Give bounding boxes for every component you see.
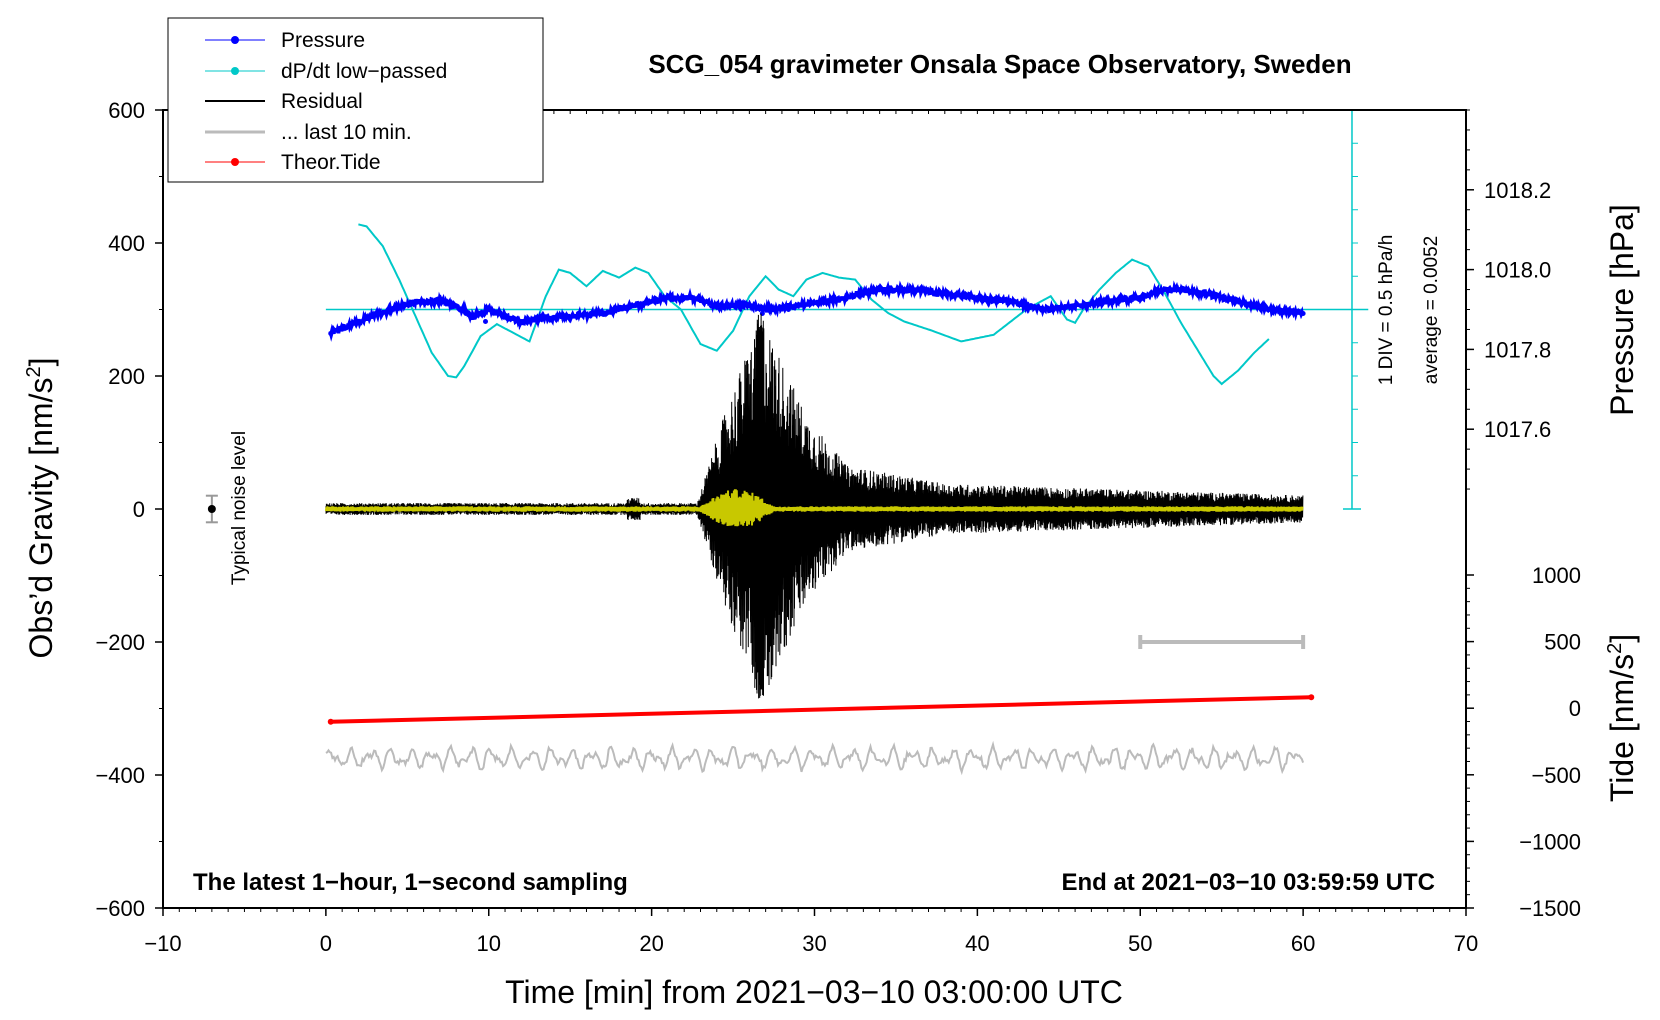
tide-tick-label: −1000: [1519, 829, 1581, 854]
x-tick-label: 70: [1454, 931, 1478, 956]
pressure-point: [355, 318, 361, 324]
pressure-point: [974, 295, 980, 301]
x-tick-label: 10: [477, 931, 501, 956]
theor-tide-point: [327, 718, 334, 725]
theor-tide-point: [1308, 694, 1315, 701]
pressure-outlier-point: [463, 310, 469, 316]
pressure-point: [665, 295, 671, 301]
pressure-point: [632, 303, 638, 309]
x-tick-label: 60: [1291, 931, 1315, 956]
x-tick-label: 0: [320, 931, 332, 956]
pressure-point: [1300, 310, 1306, 316]
y-left-tick-label: −200: [95, 630, 145, 655]
y-axis-label-tide: Tide [nm/s2]: [1604, 634, 1640, 802]
pressure-tick-label: 1018.2: [1484, 178, 1551, 203]
legend-marker-pressure: [231, 36, 239, 44]
pressure-point: [1072, 303, 1078, 309]
pressure-point: [844, 295, 850, 301]
pressure-outlier-point: [575, 310, 581, 316]
legend-label-pressure: Pressure: [281, 29, 365, 52]
plot-frame: [162, 109, 1467, 909]
pressure-point: [909, 287, 915, 293]
legend-label-residual: Residual: [281, 90, 363, 113]
annotation-left: The latest 1−hour, 1−second sampling: [193, 869, 628, 896]
pressure-point: [1235, 299, 1241, 305]
noise-level-label: Typical noise level: [229, 431, 250, 585]
y-left-tick-label: 200: [108, 364, 145, 389]
pressure-outlier-point: [785, 307, 791, 312]
y-axis-label-pressure: Pressure [hPa]: [1604, 204, 1640, 416]
tide-tick-label: 500: [1544, 630, 1581, 655]
tide-tick-label: −1500: [1519, 896, 1581, 921]
tide-label-close: ]: [1604, 634, 1640, 643]
legend-marker-tide: [231, 158, 239, 166]
y-left-tick-label: 0: [133, 497, 145, 522]
y-left-label-close: ]: [23, 358, 59, 367]
pressure-point: [388, 307, 394, 312]
pressure-point: [469, 314, 475, 320]
series-layer: [205, 109, 1369, 776]
pressure-point: [1162, 287, 1168, 293]
residual-lowpassed-line: [324, 489, 1304, 527]
pressure-point: [551, 314, 557, 320]
x-tick-label: 40: [965, 931, 989, 956]
tide-label-sup: 2: [1604, 643, 1626, 654]
pressure-tick-label: 1017.6: [1484, 417, 1551, 442]
pressure-point: [1105, 299, 1111, 305]
pressure-tick-label: 1017.8: [1484, 337, 1551, 362]
x-tick-label: 30: [802, 931, 826, 956]
x-tick-label: −10: [144, 931, 181, 956]
tide-label-text: Tide [nm/s: [1604, 654, 1640, 802]
legend-marker-dpdt: [231, 67, 239, 75]
noise-point: [207, 505, 216, 513]
x-axis-label: Time [min] from 2021−03−10 03:00:00 UTC: [505, 974, 1123, 1010]
y-left-tick-label: −600: [95, 896, 145, 921]
dpdt-lowpassed-line: [358, 223, 1270, 386]
legend: Pressure dP/dt low−passed Residual ... l…: [167, 17, 544, 183]
y-left-tick-label: 400: [108, 231, 145, 256]
pressure-point: [600, 310, 606, 316]
legend-label-dpdt: dP/dt low−passed: [281, 60, 447, 83]
y-left-label-text: Obs’d Gravity [nm/s: [23, 378, 59, 659]
pressure-point: [518, 318, 524, 324]
annotation-right: End at 2021−03−10 03:59:59 UTC: [1061, 869, 1435, 896]
y-left-label-sup: 2: [23, 366, 45, 377]
tide-tick-label: 1000: [1532, 563, 1581, 588]
pressure-point: [714, 303, 720, 309]
pressure-point: [689, 295, 695, 301]
x-tick-label: 50: [1128, 931, 1152, 956]
x-tick-label: 20: [639, 931, 663, 956]
y-axis-label-left: Obs’d Gravity [nm/s2]: [23, 358, 59, 659]
pressure-point: [942, 291, 948, 297]
pressure-point: [771, 307, 777, 312]
pressure-point: [1137, 295, 1143, 301]
pressure-point: [795, 303, 801, 309]
dpdt-average-label: average = 0.0052: [1421, 236, 1442, 384]
pressure-point: [461, 307, 467, 312]
pressure-outlier-point: [482, 318, 488, 324]
pressure-point: [437, 299, 443, 305]
tide-tick-label: −500: [1531, 763, 1581, 788]
theor-tide-line: [330, 695, 1312, 724]
dpdt-scale-label: 1 DIV = 0.5 hPa/h: [1376, 235, 1397, 386]
pressure-point: [877, 287, 883, 293]
legend-label-last10: ... last 10 min.: [281, 121, 412, 144]
last10-line: [325, 740, 1305, 776]
y-left-tick-label: −400: [95, 763, 145, 788]
legend-label-tide: Theor.Tide: [281, 151, 381, 174]
tide-tick-label: 0: [1569, 696, 1581, 721]
pressure-point: [1007, 299, 1013, 305]
pressure-tick-label: 1018.0: [1484, 258, 1551, 283]
pressure-point: [412, 299, 418, 305]
pressure-point: [1040, 307, 1046, 312]
chart-title: SCG_054 gravimeter Onsala Space Observat…: [648, 49, 1351, 79]
pressure-point: [1202, 291, 1208, 297]
pressure-point: [1178, 287, 1184, 293]
pressure-point: [746, 303, 752, 309]
pressure-point: [328, 330, 334, 336]
pressure-point: [486, 307, 492, 312]
y-left-tick-label: 600: [108, 98, 145, 123]
pressure-point: [1268, 307, 1274, 312]
